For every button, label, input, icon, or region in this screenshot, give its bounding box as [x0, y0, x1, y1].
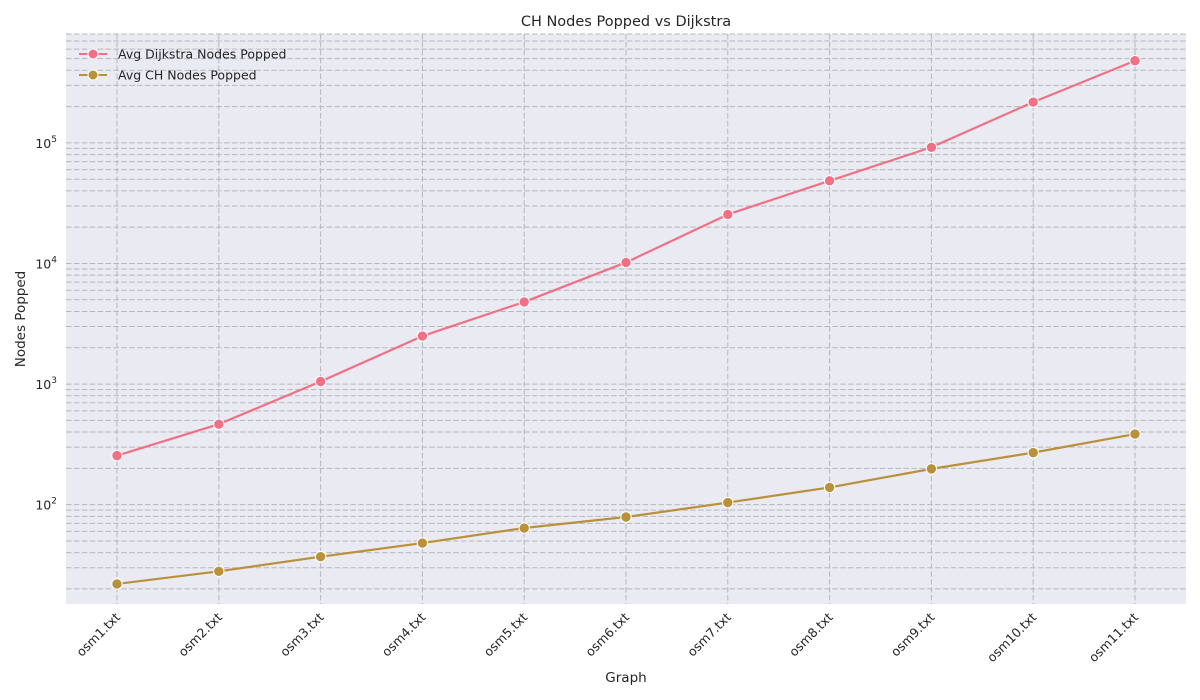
- legend-label-dijkstra: Avg Dijkstra Nodes Popped: [118, 47, 286, 62]
- series-1-point: [823, 481, 836, 494]
- series-layer: [111, 55, 1141, 590]
- x-tick-label: osm3.txt: [277, 609, 327, 659]
- series-1-point: [1129, 428, 1141, 440]
- y-tick-label: 102: [35, 497, 57, 513]
- series-1-point: [1027, 446, 1039, 459]
- series-0-point: [620, 256, 632, 269]
- series-0-point: [213, 418, 225, 430]
- series-0-point: [1027, 96, 1039, 108]
- series-1-point: [925, 463, 938, 475]
- x-tick-label: osm9.txt: [888, 609, 938, 659]
- x-tick-label: osm1.txt: [73, 609, 123, 659]
- x-tick-label: osm11.txt: [1086, 609, 1142, 665]
- series-0-point: [722, 208, 734, 221]
- y-tick-label: 103: [35, 376, 57, 392]
- series-0-point: [518, 296, 530, 308]
- legend-label-ch: Avg CH Nodes Popped: [118, 68, 257, 83]
- x-tick-label: osm2.txt: [175, 609, 225, 659]
- series-1-point: [111, 578, 123, 590]
- x-tick-label: osm4.txt: [379, 609, 429, 659]
- x-tick-label: osm10.txt: [984, 609, 1040, 665]
- series-0-point: [111, 449, 123, 462]
- series-0-point: [823, 175, 836, 187]
- legend-marker-ch: [87, 69, 99, 81]
- x-tick-label: osm7.txt: [684, 609, 734, 659]
- series-1-point: [518, 522, 530, 534]
- y-axis-label: Nodes Popped: [13, 271, 29, 368]
- legend-marker-dijkstra: [87, 48, 99, 60]
- x-axis-label: Graph: [605, 670, 646, 686]
- x-tick-labels: osm1.txt osm2.txt osm3.txt osm4.txt osm5.txt…: [73, 609, 1141, 665]
- y-tick-label: 105: [35, 135, 57, 151]
- series-0-point: [925, 141, 938, 153]
- legend: Avg Dijkstra Nodes Popped Avg CH Nodes P…: [79, 47, 286, 83]
- y-tick-labels: 102 103 104 105: [35, 135, 57, 513]
- x-tick-label: osm6.txt: [582, 609, 632, 659]
- series-0-point: [416, 330, 429, 342]
- series-1-point: [620, 511, 632, 523]
- chart-title: CH Nodes Popped vs Dijkstra: [521, 14, 731, 30]
- series-1-point: [314, 551, 327, 563]
- series-0-point: [1129, 55, 1141, 67]
- series-1-point: [722, 496, 734, 509]
- y-tick-label: 104: [35, 255, 57, 271]
- x-tick-label: osm8.txt: [786, 609, 836, 659]
- series-1-point: [213, 565, 225, 578]
- x-tick-label: osm5.txt: [480, 609, 530, 659]
- series-0-point: [314, 375, 327, 388]
- series-1-point: [416, 537, 429, 549]
